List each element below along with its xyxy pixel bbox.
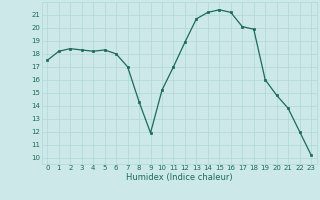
X-axis label: Humidex (Indice chaleur): Humidex (Indice chaleur) <box>126 173 233 182</box>
